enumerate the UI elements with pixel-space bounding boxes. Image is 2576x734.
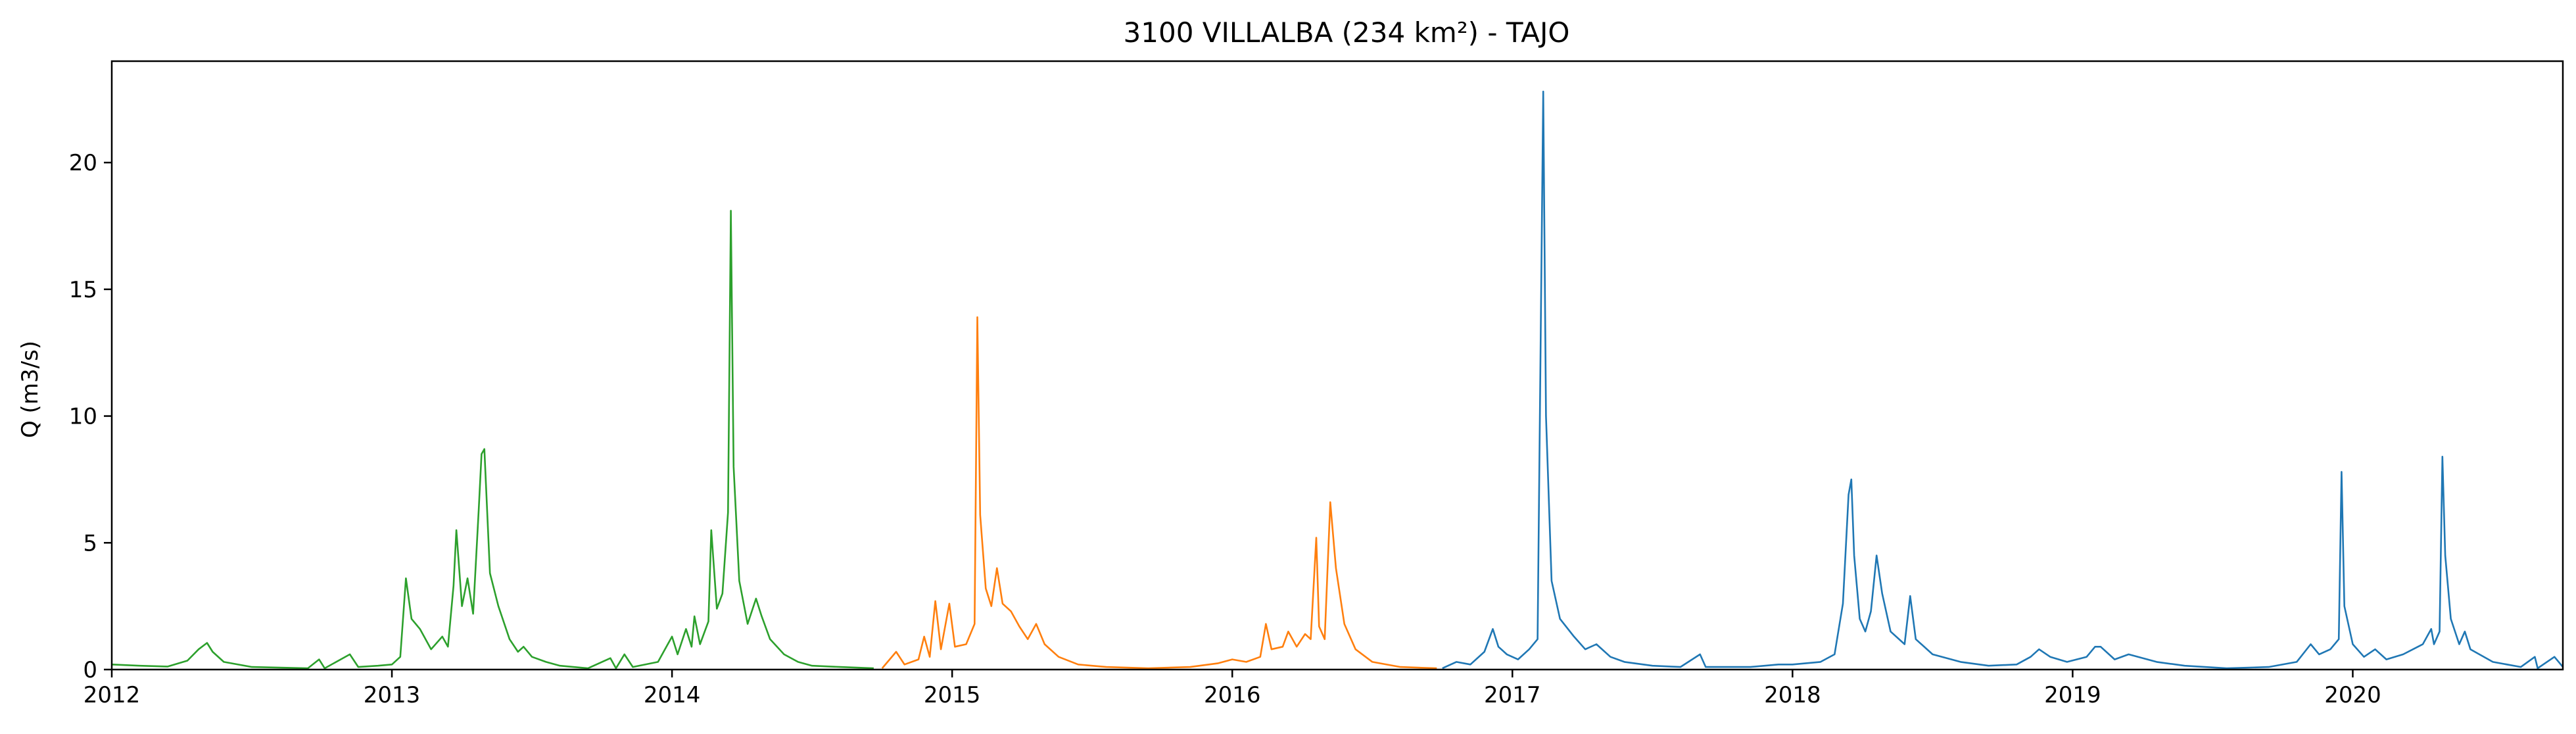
x-tick-label: 2017 [1484,682,1541,708]
x-tick-label: 2018 [1764,682,1821,708]
y-tick-label: 20 [69,150,97,176]
y-axis-ticks: 0 5 10 15 20 [69,150,112,683]
x-axis-ticks: 2012 2013 2014 2015 2016 2017 2018 2019 2020 [83,670,2381,708]
x-tick-label: 2014 [644,682,701,708]
x-tick-label: 2016 [1204,682,1261,708]
x-tick-label: 2020 [2324,682,2381,708]
y-tick-label: 5 [83,530,97,556]
series-line-1 [111,210,874,670]
series-line-2 [881,316,1437,670]
plot-frame [110,60,2564,671]
y-tick-label: 0 [83,657,97,683]
x-tick-label: 2013 [364,682,421,708]
x-tick-label: 2012 [83,682,141,708]
chart-title: 3100 VILLALBA (234 km²) - TAJO [1124,16,1570,49]
series-layer [111,90,2564,670]
y-tick-label: 10 [69,404,97,430]
x-tick-label: 2015 [924,682,981,708]
series-line-3 [1442,90,2564,670]
y-axis-label: Q (m3/s) [17,341,43,438]
y-tick-label: 15 [69,277,97,303]
x-tick-label: 2019 [2044,682,2101,708]
